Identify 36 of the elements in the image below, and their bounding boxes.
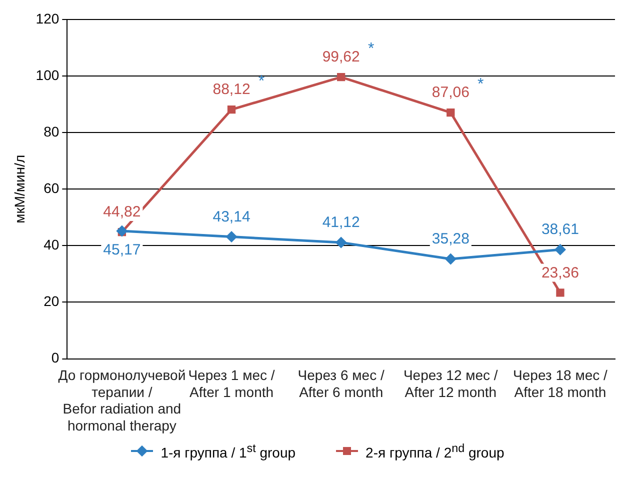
- data-label: 88,12: [212, 81, 250, 98]
- y-tick-label: 80: [44, 123, 60, 140]
- x-tick-label: Через 12 мес / After 12 month: [403, 367, 498, 400]
- legend-label: 2-я группа / 2$^{nd}$ group: [366, 442, 504, 461]
- point: [556, 288, 564, 297]
- y-tick-label: 0: [51, 350, 60, 366]
- data-label: 99,62: [322, 48, 360, 66]
- annotation: *: [258, 72, 265, 90]
- data-label: 41,12: [322, 214, 360, 232]
- data-label: 87,06: [432, 84, 470, 102]
- x-tick-label: Через 18 мес / After 18 month: [513, 367, 608, 400]
- annotation: *: [368, 40, 374, 58]
- data-label: 38,61: [541, 221, 579, 238]
- data-label: 45,17: [103, 242, 141, 259]
- data-label: 23,36: [541, 264, 579, 282]
- y-tick-label: 100: [36, 66, 60, 83]
- annotation: *: [478, 76, 484, 93]
- x-tick-label: Через 1 мес / After 1 month: [188, 367, 275, 400]
- data-label: 43,14: [212, 208, 250, 226]
- point: [227, 105, 236, 114]
- y-tick-label: 40: [44, 236, 60, 253]
- point: [446, 108, 455, 117]
- data-label: 44,82: [103, 204, 141, 221]
- x-tick-label: Через 6 мес / After 6 month: [298, 367, 384, 400]
- y-tick-label: 60: [44, 180, 60, 196]
- y-tick-label: 120: [36, 10, 60, 26]
- point: [226, 232, 237, 242]
- point: [336, 237, 346, 248]
- legend-label: 1-я группа / 1$^{st}$ group: [160, 442, 296, 461]
- x-tick-label: До гормонолучевой терапии / Befor radiation and hormonal therapy: [58, 367, 186, 434]
- data-label: 35,28: [432, 230, 470, 248]
- y-tick-label: 20: [44, 293, 60, 310]
- point: [337, 72, 346, 82]
- y-axis-title: мкМ/мин/л: [11, 154, 28, 224]
- point: [445, 254, 456, 264]
- point: [554, 244, 566, 255]
